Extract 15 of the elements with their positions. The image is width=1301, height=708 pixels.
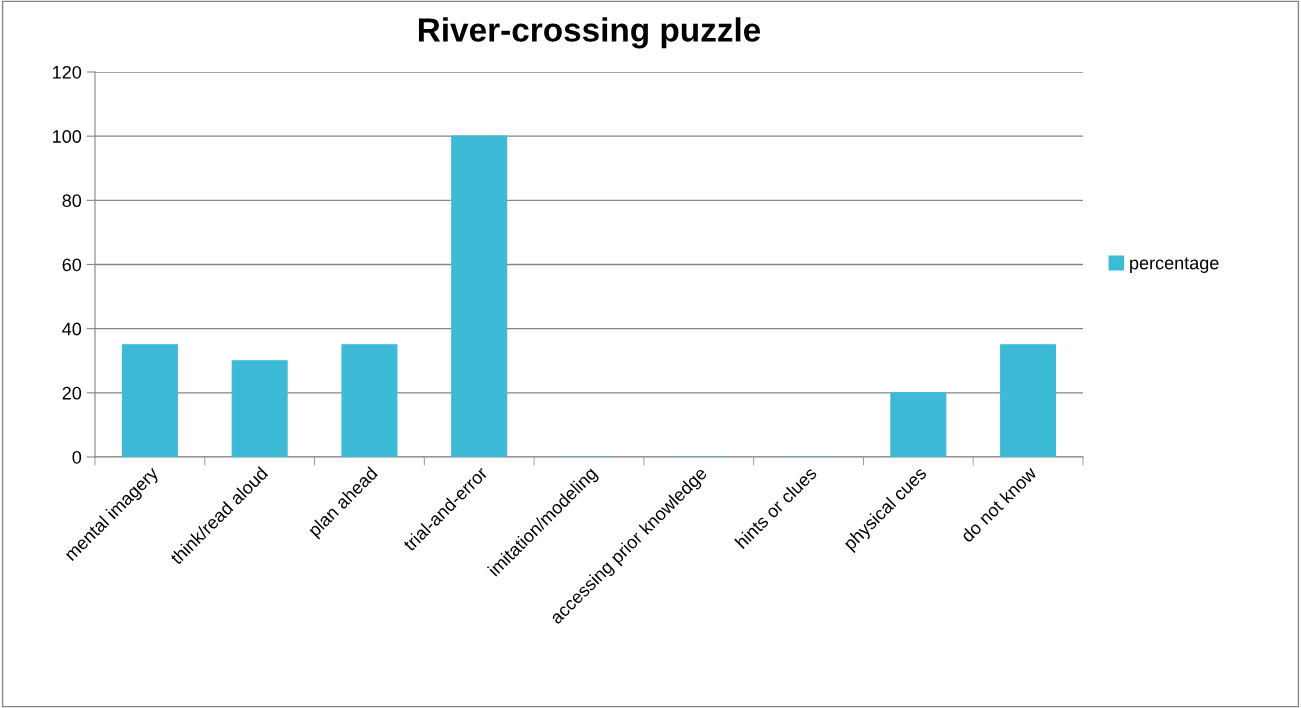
bar [890,392,947,457]
bar [1000,344,1057,457]
legend-label: percentage [1130,257,1219,273]
y-tick-label: 120 [53,65,82,79]
chart-title: River-crossing puzzle [418,17,761,49]
y-tick-label: 20 [62,386,82,400]
bar [121,344,178,457]
bar [341,344,398,457]
y-tick-label: 40 [62,322,82,336]
y-tick-label: 0 [72,450,82,464]
y-tick-label: 100 [53,130,82,143]
bar [231,360,288,457]
y-tick-label: 80 [62,194,82,208]
y-tick-label: 60 [62,258,82,272]
bar [451,135,508,457]
